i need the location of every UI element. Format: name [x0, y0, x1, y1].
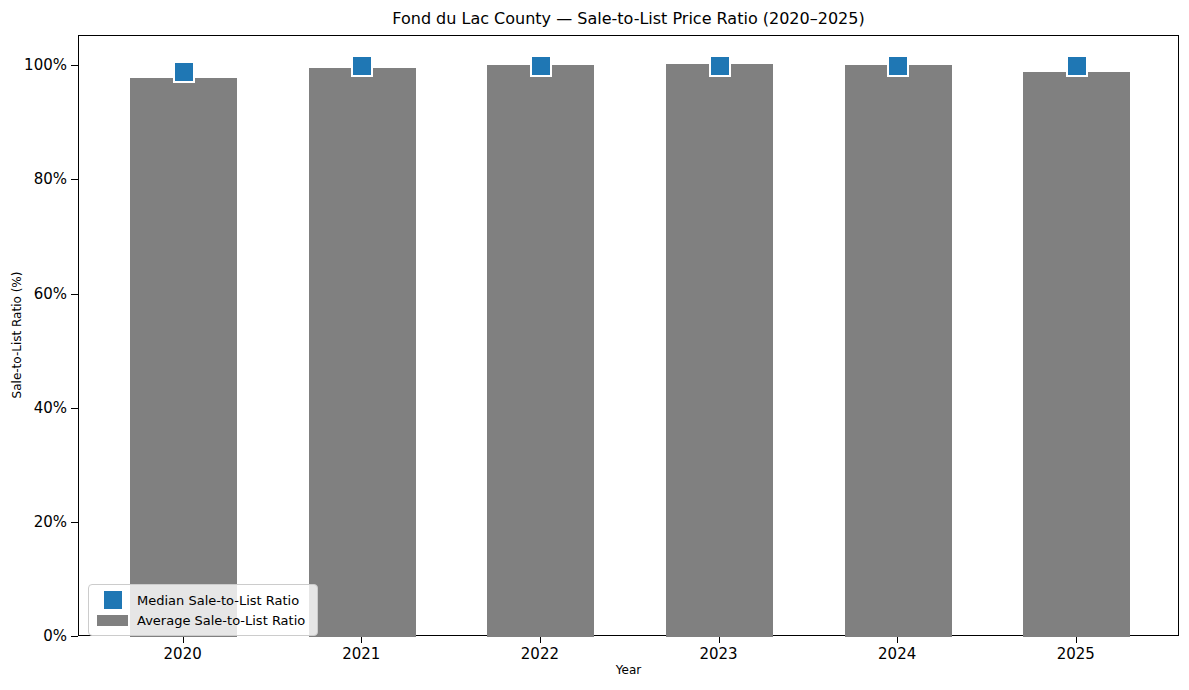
y-tick-label-20%: 20%	[5, 513, 67, 531]
median-marker-2025	[1066, 55, 1088, 77]
figure: Fond du Lac County — Sale-to-List Price …	[0, 0, 1189, 690]
legend: Median Sale-to-List Ratio Average Sale-t…	[88, 584, 318, 636]
bar-average-2021	[309, 68, 416, 637]
legend-item-average: Average Sale-to-List Ratio	[97, 612, 305, 629]
bar-average-2022	[487, 65, 594, 637]
median-marker-2023	[709, 55, 731, 77]
bar-average-2020	[130, 78, 237, 637]
x-tick-2022	[540, 637, 541, 643]
legend-swatch-wrap	[97, 591, 128, 609]
average-bar-swatch-icon	[97, 615, 128, 626]
x-tick-2021	[361, 637, 362, 643]
median-marker-2022	[530, 55, 552, 77]
legend-item-median: Median Sale-to-List Ratio	[97, 591, 305, 609]
y-tick-label-80%: 80%	[5, 170, 67, 188]
x-tick-label-2023: 2023	[674, 645, 764, 663]
x-axis-title: Year	[78, 663, 1179, 677]
bar-average-2025	[1023, 72, 1130, 637]
y-tick-label-0%: 0%	[5, 627, 67, 645]
y-tick-20%	[71, 522, 78, 523]
y-tick-60%	[71, 294, 78, 295]
y-tick-100%	[71, 65, 78, 66]
legend-label-median: Median Sale-to-List Ratio	[137, 592, 299, 609]
chart-title: Fond du Lac County — Sale-to-List Price …	[78, 8, 1179, 30]
y-tick-label-100%: 100%	[5, 56, 67, 74]
x-tick-2025	[1076, 637, 1077, 643]
median-marker-2024	[887, 55, 909, 77]
bar-average-2023	[666, 64, 773, 637]
y-tick-label-60%: 60%	[5, 285, 67, 303]
y-tick-0%	[71, 636, 78, 637]
x-tick-2023	[719, 637, 720, 643]
y-tick-80%	[71, 179, 78, 180]
x-tick-label-2020: 2020	[138, 645, 228, 663]
legend-swatch-wrap	[97, 615, 128, 626]
x-tick-label-2021: 2021	[316, 645, 406, 663]
median-marker-2021	[351, 55, 373, 77]
x-tick-2020	[183, 637, 184, 643]
x-tick-label-2022: 2022	[495, 645, 585, 663]
bar-average-2024	[845, 65, 952, 637]
median-marker-2020	[173, 61, 195, 83]
x-tick-2024	[897, 637, 898, 643]
x-tick-label-2024: 2024	[852, 645, 942, 663]
x-tick-label-2025: 2025	[1031, 645, 1121, 663]
y-tick-label-40%: 40%	[5, 399, 67, 417]
y-tick-40%	[71, 408, 78, 409]
legend-label-average: Average Sale-to-List Ratio	[137, 612, 305, 629]
plot-area	[78, 35, 1179, 636]
median-square-marker-icon	[104, 591, 122, 609]
